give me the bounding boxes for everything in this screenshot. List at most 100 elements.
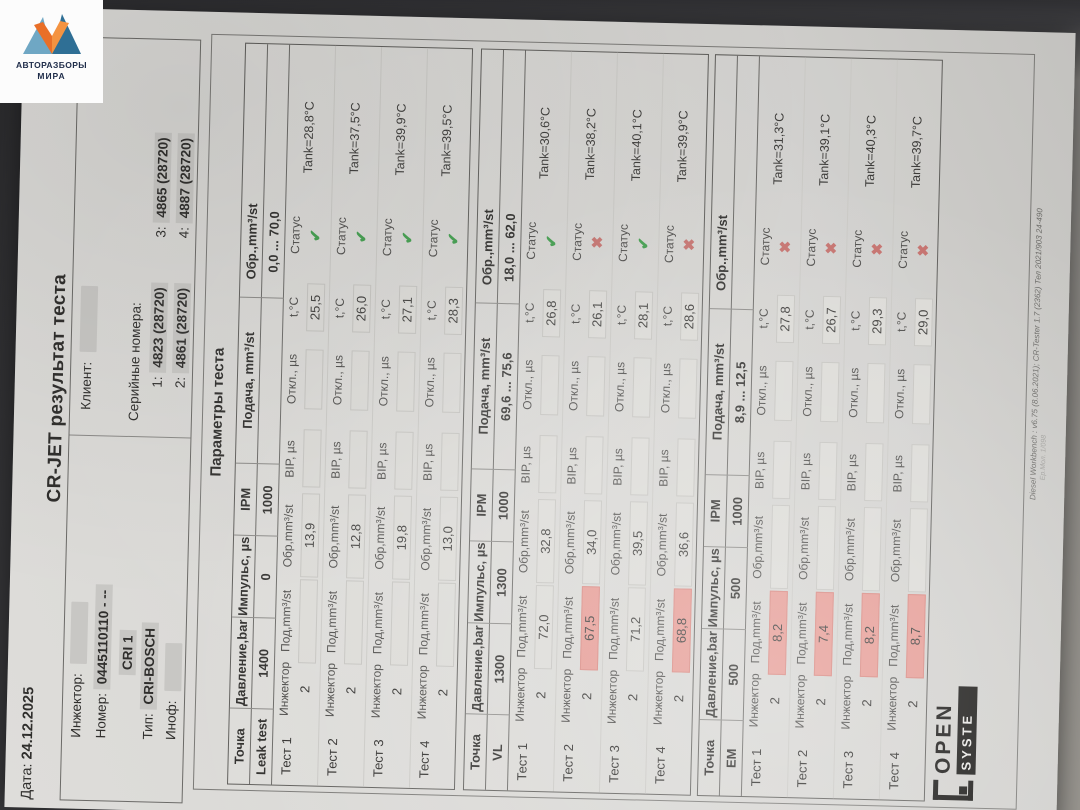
- label-supply: Под,mm³/st: [606, 597, 622, 661]
- label-otkl: Откл., µs: [754, 365, 770, 416]
- label-status: Статус: [333, 216, 349, 256]
- value-bip: [631, 438, 632, 494]
- value-box-temp: 29,0: [913, 298, 934, 347]
- info-label: Иноф:: [163, 700, 180, 741]
- injector-number: 2: [533, 691, 549, 699]
- value-temp: 25,5: [307, 294, 323, 321]
- value-box-supply: [343, 580, 365, 665]
- value-temp: 28,6: [681, 303, 697, 330]
- label-ret: Обр,mm³/st: [654, 513, 670, 577]
- value-box-supply: [435, 582, 456, 667]
- label-status: Статус: [895, 230, 911, 269]
- label-ret: Обр,mm³/st: [842, 518, 858, 582]
- value-box-temp: 26,7: [821, 295, 842, 345]
- value-box-ret: 19,8: [392, 495, 413, 580]
- value-otkl: [679, 359, 680, 417]
- value-temp: 29,0: [915, 309, 931, 336]
- tank-temperature: Tank=39,1°C: [816, 113, 833, 187]
- header-info-box: Инжектор: Номер: 0445110110 - -- CRI 1 Т…: [59, 36, 202, 804]
- label-injector: Инжектор: [746, 673, 762, 728]
- test-table-vl: Точка Давление,bar Импульс, µs IPM Подача, m…: [462, 48, 709, 796]
- status-fail-icon: ✖: [589, 235, 607, 249]
- value-box-otkl: [866, 362, 886, 424]
- value-box-bip: [584, 436, 604, 495]
- injector-number: 2: [625, 693, 641, 702]
- number-line: Номер: 0445110110 - --: [93, 584, 113, 739]
- tank-temperature: Tank=31,3°C: [770, 112, 787, 185]
- label-supply: Под,mm³/st: [560, 596, 576, 659]
- value-temp: 26,1: [589, 301, 605, 328]
- value-ret: [909, 509, 911, 591]
- tank-temperature: Tank=37,5°C: [346, 102, 363, 175]
- header-cell-ipm: IPM: [234, 463, 258, 537]
- value-otkl: [397, 353, 398, 411]
- value-box-otkl: [678, 358, 698, 419]
- value-box-bip: [440, 432, 460, 492]
- label-temp: t,°C: [424, 300, 439, 321]
- label-injector: Инжектор: [792, 674, 808, 729]
- status-fail-icon: ✖: [681, 238, 699, 252]
- value-ret: 13,9: [301, 522, 318, 549]
- value-box-otkl: [774, 360, 794, 422]
- value-box-supply: [297, 579, 319, 664]
- value-temp: 28,3: [445, 298, 461, 324]
- value-box-temp: 28,3: [444, 286, 464, 336]
- value-box-temp: 25,5: [306, 283, 326, 332]
- value-box-otkl: [586, 356, 606, 417]
- tank-temperature: Tank=30,6°C: [536, 106, 553, 180]
- value-box-supply: 7,4: [813, 591, 834, 677]
- mountain-arrows-icon: [23, 14, 81, 54]
- label-bip: BIP, µs: [610, 448, 626, 486]
- injector-number: 2: [671, 694, 687, 703]
- value-otkl: [775, 362, 776, 420]
- header-cell-pressure: Давление,bar: [699, 629, 724, 721]
- value-box-supply: [389, 581, 411, 666]
- client-line: Клиент:: [78, 285, 99, 410]
- value-box-ret: [907, 508, 928, 593]
- value-bip: [865, 444, 866, 500]
- watermark-brand-line2: МИРА: [37, 71, 66, 81]
- serial-4: 4: 4887 (28720): [175, 132, 195, 238]
- value-supply: [299, 580, 301, 662]
- label-otkl: Откл., µs: [422, 357, 438, 408]
- limits-cell-point: VL: [489, 744, 506, 762]
- label-ret: Обр,mm³/st: [516, 510, 532, 574]
- value-temp: 26,0: [353, 295, 369, 322]
- value-box-bip: [302, 429, 322, 488]
- label-otkl: Откл., µs: [520, 359, 536, 410]
- label-temp: t,°C: [848, 310, 863, 331]
- value-box-otkl: [442, 352, 462, 414]
- test-name: Тест 2: [324, 738, 341, 777]
- info-line: Иноф:: [163, 642, 183, 741]
- status-fail-icon: ✖: [869, 242, 887, 256]
- value-ret: 12,8: [347, 523, 364, 550]
- label-bip: BIP, µs: [282, 440, 298, 478]
- tank-temperature: Tank=39,7°C: [908, 115, 925, 189]
- serial-3: 3: 4865 (28720): [152, 132, 172, 238]
- limits-cell-ipm: 1000: [492, 469, 516, 543]
- label-status: Статус: [661, 224, 677, 264]
- value-box-temp: 26,8: [542, 289, 562, 338]
- label-bip: BIP, µs: [752, 451, 768, 490]
- limits-cell-ipm: 1000: [725, 475, 750, 549]
- label-supply: Под,mm³/st: [514, 595, 530, 658]
- status-fail-icon: ✖: [823, 241, 841, 255]
- value-bip: [539, 436, 540, 492]
- value-box-bip: [676, 438, 696, 497]
- injector-number: 2: [389, 687, 405, 696]
- value-bip: [819, 443, 820, 499]
- label-ret: Обр,mm³/st: [608, 512, 624, 576]
- injector-number: 2: [343, 686, 359, 695]
- label-supply: Под,mm³/st: [794, 602, 810, 665]
- label-injector: Инжектор: [558, 668, 574, 723]
- paper-sheet: Дата: 24.12.2025 CR-JET результат теста …: [4, 7, 1076, 810]
- watermark-brand-line1: АВТОРАЗБОРЫ: [15, 60, 88, 70]
- value-bip: [773, 442, 774, 498]
- value-otkl: [913, 365, 914, 423]
- value-temp: 28,1: [635, 302, 651, 329]
- injector-number: 2: [297, 685, 313, 694]
- label-bip: BIP, µs: [518, 445, 534, 484]
- injector-number: 2: [579, 692, 595, 701]
- test-name: Тест 4: [652, 746, 669, 785]
- test-table-leak-test: Точка Давление,bar Импульс, µs IPM Подача, m…: [227, 42, 474, 791]
